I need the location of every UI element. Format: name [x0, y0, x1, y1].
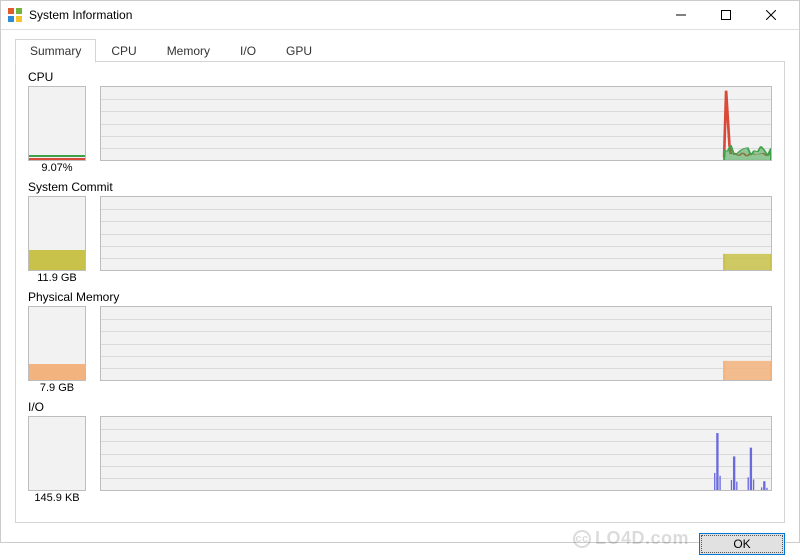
io-mini-meter	[28, 416, 86, 491]
tab-gpu[interactable]: GPU	[271, 39, 327, 62]
phys-value: 7.9 GB	[28, 382, 86, 394]
maximize-button[interactable]	[703, 1, 748, 29]
tab-bar: Summary CPU Memory I/O GPU	[15, 38, 785, 62]
footer: cc LO4D.com OK	[1, 533, 799, 555]
minimize-button[interactable]	[658, 1, 703, 29]
metric-commit: System Commit 11.9 GB	[28, 180, 772, 284]
metric-io: I/O 145.9 KB	[28, 400, 772, 504]
cc-icon: cc	[573, 530, 591, 548]
ok-button[interactable]: OK	[699, 533, 785, 555]
cpu-mini-meter	[28, 86, 86, 161]
tab-cpu[interactable]: CPU	[96, 39, 151, 62]
metric-commit-label: System Commit	[28, 180, 772, 194]
content-area: Summary CPU Memory I/O GPU CPU 9.07%	[1, 30, 799, 533]
metric-cpu-label: CPU	[28, 70, 772, 84]
commit-value: 11.9 GB	[28, 272, 86, 284]
commit-mini-meter	[28, 196, 86, 271]
tab-memory[interactable]: Memory	[152, 39, 225, 62]
tab-summary[interactable]: Summary	[15, 39, 96, 63]
cpu-history-graph	[100, 86, 772, 161]
metric-phys-label: Physical Memory	[28, 290, 772, 304]
commit-history-graph	[100, 196, 772, 271]
phys-history-graph	[100, 306, 772, 381]
app-icon	[7, 7, 23, 23]
close-button[interactable]	[748, 1, 793, 29]
io-history-graph	[100, 416, 772, 491]
metric-io-label: I/O	[28, 400, 772, 414]
tab-io[interactable]: I/O	[225, 39, 271, 62]
system-information-window: System Information Summary CPU Memory I/…	[0, 0, 800, 543]
metric-phys: Physical Memory 7.9 GB	[28, 290, 772, 394]
window-title: System Information	[29, 8, 658, 22]
phys-mini-meter	[28, 306, 86, 381]
titlebar: System Information	[1, 1, 799, 30]
summary-panel: CPU 9.07% System Commit	[15, 62, 785, 523]
metric-cpu: CPU 9.07%	[28, 70, 772, 174]
io-value: 145.9 KB	[28, 492, 86, 504]
cpu-value: 9.07%	[28, 162, 86, 174]
window-controls	[658, 1, 793, 29]
